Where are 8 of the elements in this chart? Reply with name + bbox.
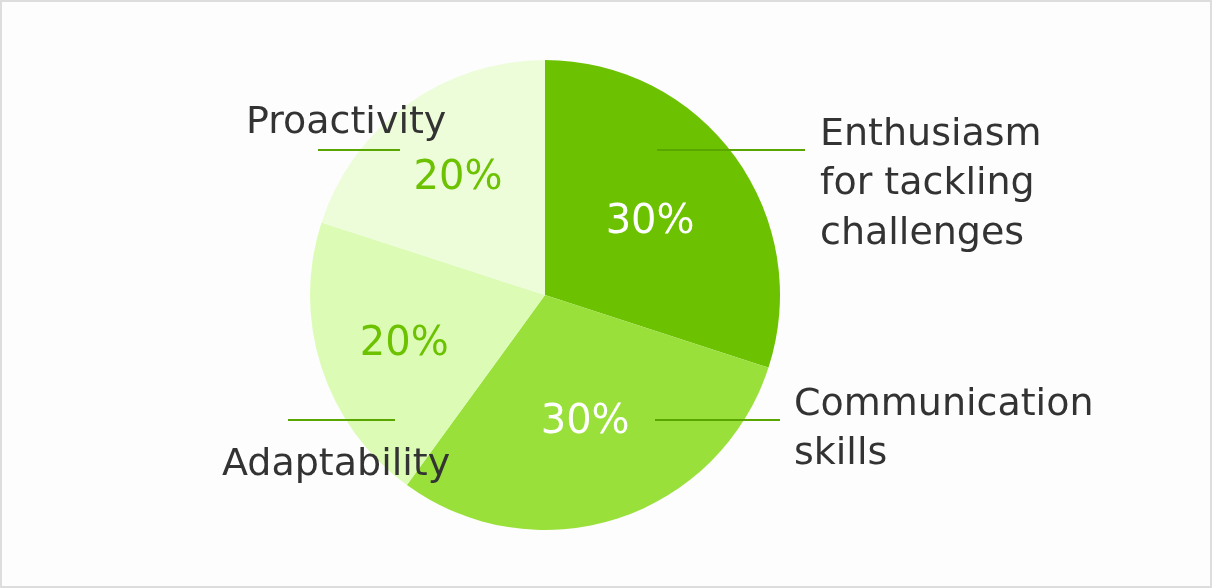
data-label: 20% (413, 152, 503, 199)
data-label: 30% (605, 195, 695, 242)
slice-label: Proactivity (246, 98, 447, 142)
pie-slice (545, 60, 780, 368)
data-label: 30% (540, 395, 630, 442)
data-label: 20% (359, 317, 449, 364)
slice-label: Enthusiasm for tackling challenges (820, 110, 1042, 253)
slice-label: Communication skills (794, 380, 1094, 474)
